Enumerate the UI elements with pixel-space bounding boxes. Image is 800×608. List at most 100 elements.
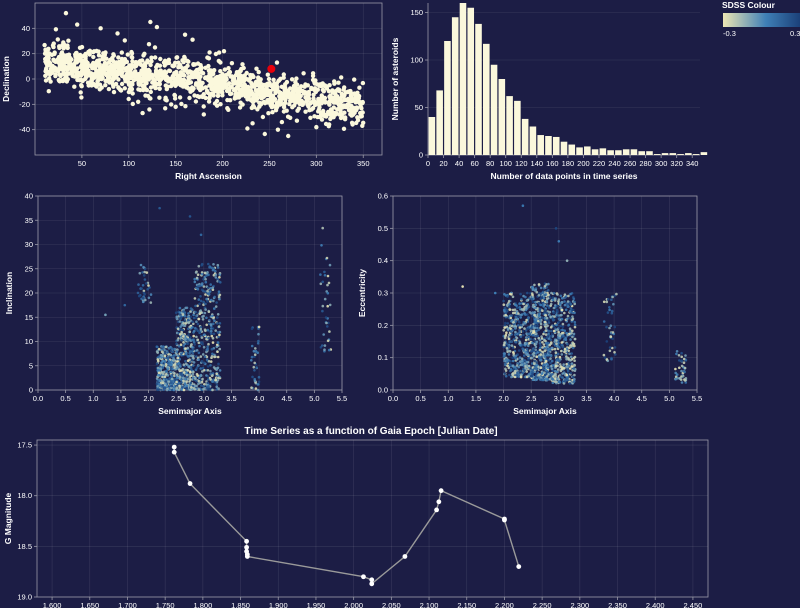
histogram-bar[interactable] [529, 126, 537, 156]
histogram-bar[interactable] [521, 118, 529, 155]
histogram-bar[interactable] [615, 150, 622, 155]
sky-point [181, 77, 187, 83]
asteroid-point [199, 299, 203, 303]
asteroid-point [570, 318, 574, 322]
asteroid-point [518, 360, 522, 364]
asteroid-point [514, 330, 517, 334]
sky-point [43, 78, 49, 83]
histogram-bar[interactable] [436, 90, 443, 155]
asteroid-point [568, 309, 572, 313]
observation-point[interactable] [402, 554, 408, 559]
histogram-bar[interactable] [537, 135, 544, 155]
observation-point[interactable] [244, 538, 249, 544]
asteroid-point [531, 288, 535, 292]
inclination-scatter-plot[interactable]: 0.0 0.5 1.0 1.5 2.0 2.5 3.0 3.5 4.0 4.5 5.0 5.50510… [4, 192, 347, 417]
asteroid-point [214, 269, 217, 273]
asteroid-point [162, 364, 166, 367]
sky-point [155, 62, 160, 68]
asteroid-point [191, 338, 194, 342]
histogram-bar[interactable] [685, 153, 692, 155]
histogram-bar[interactable] [591, 149, 599, 155]
asteroid-point [199, 327, 203, 331]
observation-point[interactable] [244, 554, 250, 559]
sky-point [153, 70, 159, 75]
histogram-bar[interactable] [638, 151, 645, 155]
observation-point[interactable] [516, 564, 522, 570]
observation-point[interactable] [369, 577, 375, 583]
histogram-bar[interactable] [630, 149, 638, 155]
histogram-bar[interactable] [428, 117, 436, 155]
sky-point [145, 93, 151, 99]
histogram-bar[interactable] [451, 17, 459, 155]
asteroid-point [511, 359, 515, 363]
histogram-bar[interactable] [661, 153, 669, 155]
sky-point [330, 90, 335, 95]
histogram-bar[interactable] [576, 147, 583, 155]
asteroid-point [209, 283, 212, 286]
asteroid-point [175, 315, 179, 319]
histogram-bar[interactable] [483, 43, 490, 155]
asteroid-point [207, 360, 211, 363]
sky-point [122, 38, 128, 43]
asteroid-point [552, 364, 555, 367]
asteroid-point [197, 358, 200, 362]
histogram-bar[interactable] [467, 7, 475, 155]
sky-point [296, 106, 301, 111]
sky-point [79, 95, 84, 100]
selected-asteroid-point[interactable] [267, 64, 276, 73]
observation-point[interactable] [361, 574, 366, 580]
histogram-bar[interactable] [459, 3, 467, 155]
observation-point[interactable] [434, 507, 439, 513]
asteroid-point [544, 342, 548, 345]
histogram-bar[interactable] [444, 41, 451, 155]
observation-point[interactable] [171, 444, 177, 450]
observation-point[interactable] [438, 488, 444, 494]
histogram-bar[interactable] [622, 149, 630, 155]
histogram-bar[interactable] [498, 79, 506, 155]
histogram-bar[interactable] [599, 148, 607, 155]
eccentricity-scatter-plot[interactable]: 0.0 0.5 1.0 1.5 2.0 2.5 3.0 3.5 4.0 4.5 5.0 5.50.00… [357, 192, 702, 417]
asteroid-point [525, 336, 528, 339]
histogram-bar[interactable] [560, 141, 568, 155]
asteroid-point [171, 350, 175, 354]
histogram-bar[interactable] [490, 64, 498, 155]
asteroid-point [514, 357, 518, 360]
sky-point [303, 109, 308, 114]
asteroid-point [540, 335, 543, 338]
histogram-bar[interactable] [475, 23, 482, 156]
asteroid-point [325, 321, 328, 325]
histogram-bar[interactable] [692, 154, 700, 155]
histogram-bar[interactable] [677, 154, 684, 155]
asteroid-point [570, 352, 573, 355]
histogram-bar[interactable] [700, 152, 708, 155]
observation-point[interactable] [244, 544, 249, 550]
asteroid-point [175, 377, 179, 380]
histogram-bar[interactable] [552, 136, 560, 155]
asteroid-point [561, 322, 565, 326]
asteroid-point [159, 367, 163, 370]
data-points-histogram[interactable]: 0 20 40 60 80 100 120 140 160 180 200 220 240 260 280 3… [390, 3, 708, 181]
histogram-bar[interactable] [514, 100, 521, 155]
histogram-bar[interactable] [653, 154, 661, 155]
sky-point [72, 84, 77, 89]
asteroid-point [569, 358, 573, 362]
histogram-bar[interactable] [545, 136, 552, 155]
asteroid-point [175, 386, 179, 390]
histogram-bar[interactable] [646, 151, 653, 155]
observation-point[interactable] [187, 481, 193, 486]
observation-point[interactable] [369, 581, 375, 587]
histogram-bar[interactable] [506, 96, 513, 155]
observation-point[interactable] [436, 499, 442, 505]
histogram-bar[interactable] [607, 150, 614, 155]
asteroid-point [549, 326, 553, 329]
asteroid-point [533, 283, 536, 287]
asteroid-point [559, 324, 562, 328]
time-series-line-chart[interactable]: Time Series as a function of Gaia Epoch … [3, 426, 709, 608]
observation-point[interactable] [171, 449, 177, 455]
histogram-bar[interactable] [669, 153, 677, 155]
observation-point[interactable] [502, 517, 507, 523]
asteroid-point [176, 338, 180, 342]
histogram-bar[interactable] [568, 144, 576, 155]
histogram-bar[interactable] [584, 146, 591, 155]
